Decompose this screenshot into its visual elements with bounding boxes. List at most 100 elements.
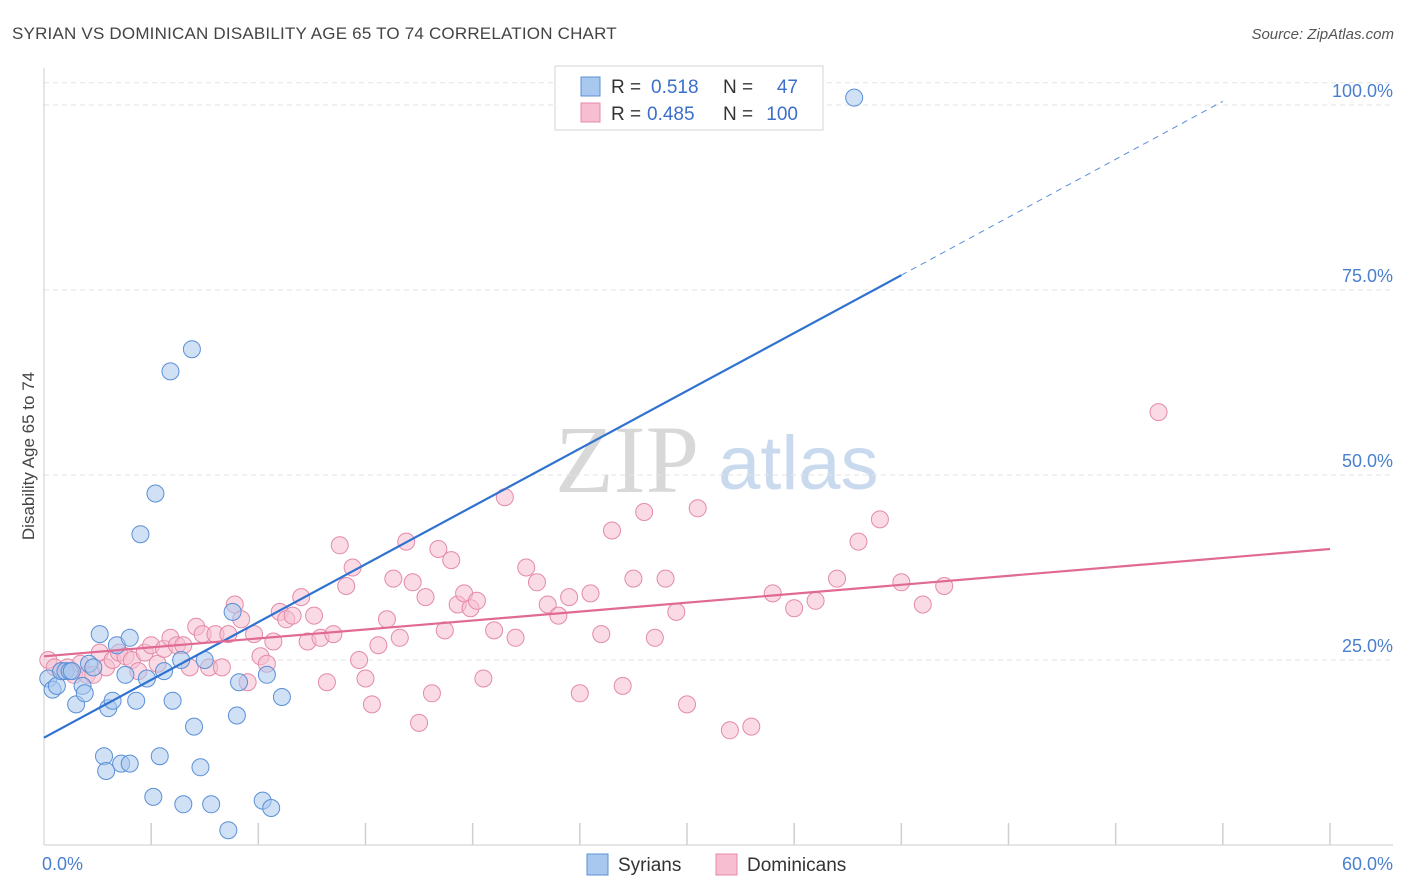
dominicans-trend-line [43, 547, 1331, 658]
dominicans-point [592, 625, 611, 644]
dominicans-r-label: R = [611, 104, 641, 125]
x-tick-label: 60.0% [1342, 854, 1393, 874]
syrians-point [127, 691, 146, 710]
watermark-atlas: atlas [718, 421, 879, 506]
dominicans-point [870, 510, 889, 529]
dominicans-legend-swatch [580, 102, 601, 123]
axes [43, 68, 1393, 846]
syrians-point [272, 688, 291, 706]
dominicans-point [422, 684, 441, 703]
syrians-point [120, 754, 139, 773]
dominicans-point [384, 569, 403, 588]
dominicans-point [570, 684, 589, 703]
dominicans-point [527, 573, 546, 592]
syrians-point [144, 787, 163, 806]
syrians-point [223, 602, 242, 621]
syrians-point [219, 821, 238, 840]
y-tick-label: 25.0% [1342, 636, 1393, 656]
dominicans-point [849, 532, 868, 551]
dominicans-point [369, 636, 388, 655]
dominicans-point [892, 573, 911, 592]
dominicans-series-label: Dominicans [747, 855, 846, 876]
dominicans-r-value: 0.485 [647, 104, 695, 125]
dominicans-n-value: 100 [766, 104, 798, 125]
syrians-n-label: N = [723, 77, 753, 98]
dominicans-n-label: N = [723, 104, 753, 125]
dominicans-point [362, 695, 381, 714]
dominicans-point [377, 610, 396, 629]
syrians-point [62, 662, 81, 681]
syrians-series-swatch [586, 853, 609, 876]
dominicans-point [645, 628, 664, 647]
x-tick-label: 0.0% [42, 854, 83, 874]
syrians-point [845, 88, 864, 107]
dominicans-point [785, 599, 804, 618]
syrians-point [174, 795, 193, 814]
chart-title: SYRIAN VS DOMINICAN DISABILITY AGE 65 TO… [12, 24, 617, 43]
syrians-point [202, 795, 221, 814]
dominicans-point [635, 503, 654, 521]
syrians-series-label: Syrians [618, 855, 681, 876]
syrians-trend-extension [901, 100, 1224, 276]
syrians-point [163, 691, 182, 710]
dominicans-point [467, 591, 486, 610]
y-tick-label: 50.0% [1342, 451, 1393, 471]
dominicans-point [403, 573, 422, 592]
syrians-point [262, 799, 281, 817]
dominicans-point [429, 540, 448, 558]
dominicans-point [602, 521, 621, 540]
dominicans-point [410, 713, 429, 732]
dominicans-point [506, 628, 525, 647]
syrians-n-value: 47 [777, 77, 798, 98]
syrians-r-value: 0.518 [651, 77, 699, 98]
dominicans-point [549, 606, 568, 625]
syrians-point [227, 706, 246, 725]
trend-lines [43, 100, 1331, 739]
dominicans-point [317, 673, 336, 692]
syrians-point [150, 747, 169, 766]
syrians-point [230, 673, 249, 692]
dominicans-point [356, 669, 375, 688]
dominicans-point [667, 602, 686, 621]
dominicans-point [678, 695, 696, 714]
dominicans-point [330, 536, 349, 555]
syrians-point [116, 665, 135, 684]
x-tick-labels: 0.0% 60.0% [42, 854, 1393, 874]
syrians-point [131, 525, 150, 544]
dominicans-point [720, 721, 739, 740]
dominicans-point [442, 551, 461, 570]
dominicans-point [337, 577, 356, 595]
dominicans-point [913, 595, 932, 614]
dominicans-point [212, 658, 231, 677]
dominicans-point [538, 595, 557, 614]
syrians-point [84, 658, 103, 677]
syrians-point [95, 747, 114, 766]
syrians-trend-line [43, 274, 902, 739]
syrians-point [161, 362, 180, 381]
y-axis-label: Disability Age 65 to 74 [19, 372, 38, 540]
dominicans-point [560, 588, 579, 607]
dominicans-point [1149, 403, 1168, 422]
dominicans-point [688, 499, 707, 518]
dominicans-point [517, 558, 536, 577]
dominicans-point [613, 676, 632, 695]
dominicans-point [581, 584, 600, 603]
dominicans-point [350, 651, 369, 669]
dominicans-point [624, 569, 643, 588]
syrians-r-label: R = [611, 77, 641, 98]
syrians-point [185, 717, 204, 736]
syrians-point [191, 758, 210, 777]
syrians-point [120, 628, 139, 647]
syrians-point [47, 676, 66, 695]
syrians-point [182, 340, 201, 359]
dominicans-point [806, 591, 825, 610]
dominicans-point [474, 669, 493, 688]
gridlines [44, 82, 1393, 661]
series-legend: Syrians Dominicans [586, 853, 846, 876]
y-tick-label: 75.0% [1342, 266, 1393, 286]
dominicans-point [416, 588, 435, 607]
dominicans-point [742, 717, 761, 736]
y-tick-labels: 25.0% 50.0% 75.0% 100.0% [1332, 81, 1393, 656]
syrians-point [146, 484, 165, 503]
